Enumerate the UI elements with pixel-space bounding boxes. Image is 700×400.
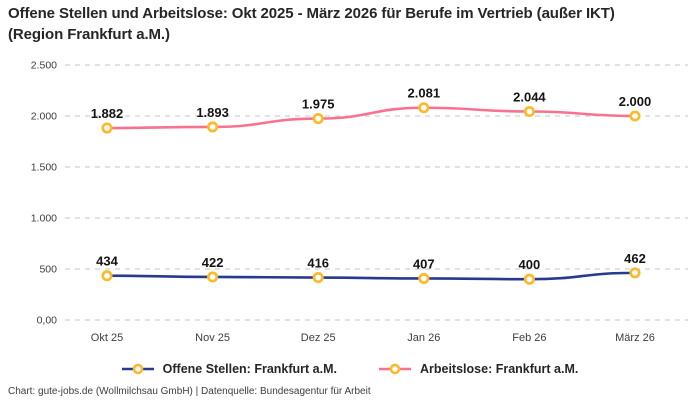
data-point-marker-arbeitslose[interactable] (312, 113, 324, 125)
data-point-label-arbeitslose: 2.081 (408, 86, 441, 101)
line-chart: 2.500 2.000 1.500 1.000 500 0,00 Okt 25 Nov 25 D… (31, 60, 688, 344)
data-point-marker-arbeitslose[interactable] (207, 121, 219, 133)
chart-legend: Offene Stellen: Frankfurt a.M. Arbeitslo… (0, 358, 700, 380)
data-point-label-offene-stellen: 422 (202, 255, 224, 270)
legend-swatch-offene-stellen (121, 363, 154, 375)
y-tick-label: 0,00 (37, 315, 58, 327)
data-point-marker-offene-stellen[interactable] (207, 271, 219, 283)
x-tick-label: Nov 25 (195, 332, 230, 344)
legend-item-offene-stellen[interactable]: Offene Stellen: Frankfurt a.M. (121, 362, 337, 376)
x-tick-label: Jan 26 (407, 332, 440, 344)
data-point-label-offene-stellen: 416 (307, 256, 329, 271)
data-point-marker-offene-stellen[interactable] (629, 267, 641, 279)
legend-label-offene-stellen: Offene Stellen: Frankfurt a.M. (162, 362, 337, 376)
y-tick-label: 2.000 (31, 111, 57, 123)
data-point-marker-arbeitslose[interactable] (629, 110, 641, 122)
data-point-marker-offene-stellen[interactable] (418, 272, 430, 285)
data-point-label-arbeitslose: 1.893 (196, 105, 229, 120)
data-point-marker-arbeitslose[interactable] (101, 122, 113, 134)
y-tick-label: 1.000 (31, 213, 57, 225)
chart-attribution: Chart: gute-jobs.de (Wollmilchsau GmbH) … (8, 386, 371, 397)
data-point-label-offene-stellen: 434 (96, 254, 118, 269)
data-point-marker-offene-stellen[interactable] (523, 273, 535, 285)
x-tick-label: Dez 25 (301, 332, 336, 344)
series-line-offene-stellen (105, 271, 637, 281)
chart-title: Offene Stellen und Arbeitslose: Okt 2025… (8, 5, 615, 43)
series-line-arbeitslose (105, 106, 637, 130)
data-point-marker-arbeitslose[interactable] (418, 102, 430, 114)
data-point-marker-arbeitslose[interactable] (523, 105, 535, 118)
data-point-label-offene-stellen: 407 (413, 256, 435, 271)
y-tick-label: 500 (39, 264, 57, 276)
data-point-label-offene-stellen: 400 (519, 257, 541, 272)
legend-item-arbeitslose[interactable]: Arbeitslose: Frankfurt a.M. (378, 362, 579, 376)
legend-swatch-arbeitslose (378, 363, 411, 375)
data-point-marker-offene-stellen[interactable] (312, 272, 324, 284)
data-point-label-arbeitslose: 2.044 (513, 90, 546, 105)
data-point-label-offene-stellen: 462 (624, 251, 646, 266)
x-tick-label: März 26 (615, 332, 655, 344)
data-point-label-arbeitslose: 1.975 (302, 97, 335, 112)
legend-label-arbeitslose: Arbeitslose: Frankfurt a.M. (419, 362, 579, 376)
y-tick-label: 2.500 (31, 60, 57, 72)
y-tick-label: 1.500 (31, 162, 57, 174)
x-tick-label: Okt 25 (91, 332, 123, 344)
data-point-label-arbeitslose: 1.882 (91, 106, 124, 121)
data-point-label-arbeitslose: 2.000 (619, 94, 652, 109)
x-tick-label: Feb 26 (512, 332, 546, 344)
data-point-marker-offene-stellen[interactable] (101, 270, 113, 282)
